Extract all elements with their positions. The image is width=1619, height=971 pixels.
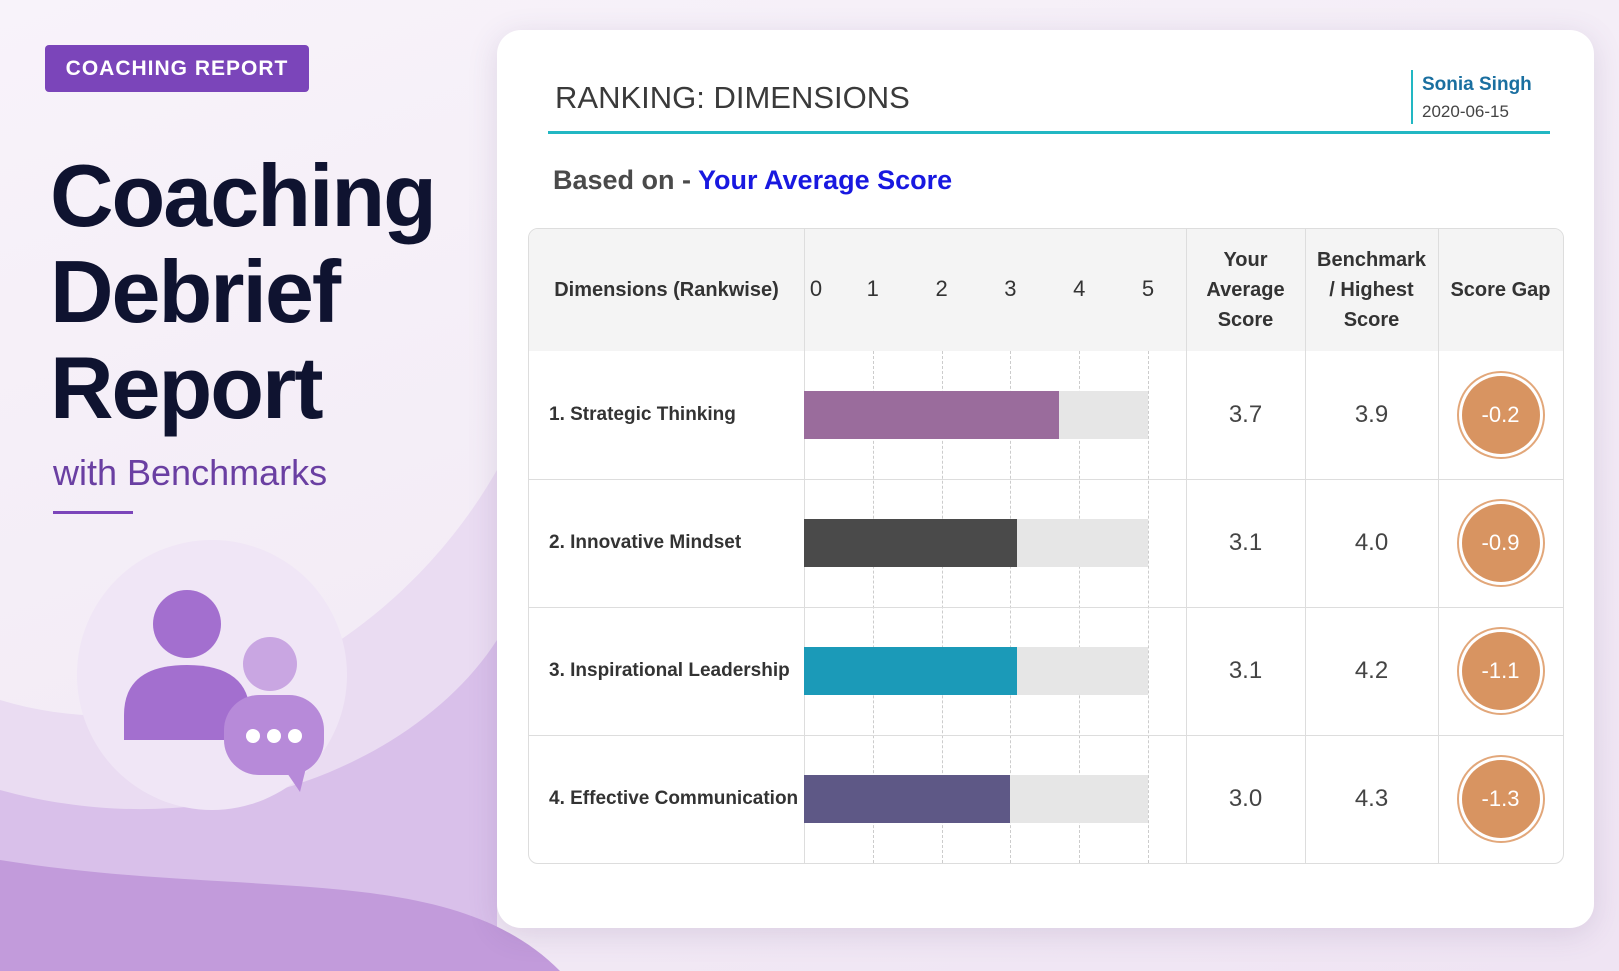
score-gap: -1.1: [1461, 632, 1540, 710]
dimension-label: 4. Effective Communication: [549, 788, 799, 809]
scale-tick-label: 1: [866, 276, 879, 301]
scale-tick-label: 3: [1004, 276, 1017, 301]
wave: [0, 860, 560, 971]
scale-tick-label: 2: [935, 276, 948, 301]
person-name: Sonia Singh: [1422, 74, 1532, 95]
icon-body: [124, 665, 250, 740]
benchmark-score: 4.3: [1354, 785, 1389, 812]
report-date: 2020-06-15: [1422, 102, 1509, 121]
average-score: 3.1: [1228, 529, 1263, 556]
title-line: Coaching: [50, 146, 437, 245]
benchmark-score: 3.9: [1354, 401, 1389, 428]
row-separator: [529, 479, 1563, 480]
title-rule: [548, 131, 1550, 134]
underline: [53, 511, 133, 514]
title-line: Report: [50, 338, 324, 437]
header-row: [529, 229, 1563, 351]
dimension-label: 1. Strategic Thinking: [549, 404, 736, 425]
benchmark-score: 4.0: [1354, 529, 1389, 556]
subtitle: with Benchmarks: [53, 452, 328, 493]
score-bar: [804, 647, 1018, 695]
row-separator: [529, 735, 1563, 736]
score-gap: -1.3: [1461, 760, 1540, 838]
average-score: 3.0: [1228, 785, 1263, 812]
score-gap: -0.2: [1461, 376, 1540, 454]
basis-label: Based on -: [553, 165, 692, 195]
average-score: 3.1: [1228, 657, 1263, 684]
score-bar: [804, 391, 1059, 439]
scale-tick-label: 5: [1141, 276, 1155, 301]
scale-tick-label: 4: [1073, 276, 1086, 301]
column-separator: [1438, 229, 1439, 863]
column-separator: [1186, 229, 1187, 863]
divider: [1411, 70, 1413, 124]
column-header: Your Average Score: [1206, 249, 1285, 331]
benchmark-score: 4.2: [1354, 657, 1389, 684]
row-separator: [529, 607, 1563, 608]
report-title: RANKING: DIMENSIONS: [555, 80, 910, 115]
dimension-label: 2. Innovative Mindset: [549, 532, 742, 553]
dimension-label: 3. Inspirational Leadership: [549, 660, 790, 681]
score-bar: [804, 519, 1018, 567]
badge: COACHING REPORT: [45, 45, 309, 92]
column-header: Benchmark / Highest Score: [1317, 249, 1426, 331]
dot: [246, 729, 260, 743]
basis-value: Your Average Score: [698, 165, 953, 195]
average-score: 3.7: [1228, 401, 1263, 428]
scale-tick-label: 0: [809, 276, 823, 301]
title-line: Debrief: [50, 242, 341, 341]
dot: [288, 729, 302, 743]
dot: [267, 729, 281, 743]
score-bar: [804, 775, 1011, 823]
column-header: Dimensions (Rankwise): [554, 279, 779, 301]
score-gap: -0.9: [1461, 504, 1540, 582]
icon-head: [153, 590, 221, 658]
icon-head: [243, 637, 297, 691]
ranking-table: Dimensions (Rankwise) Your Average Score B…: [528, 228, 1564, 864]
column-header: Score Gap: [1450, 279, 1551, 301]
column-separator: [1305, 229, 1306, 863]
basis: Based on - Your Average Score: [553, 165, 952, 196]
speech-tail: [285, 768, 306, 792]
